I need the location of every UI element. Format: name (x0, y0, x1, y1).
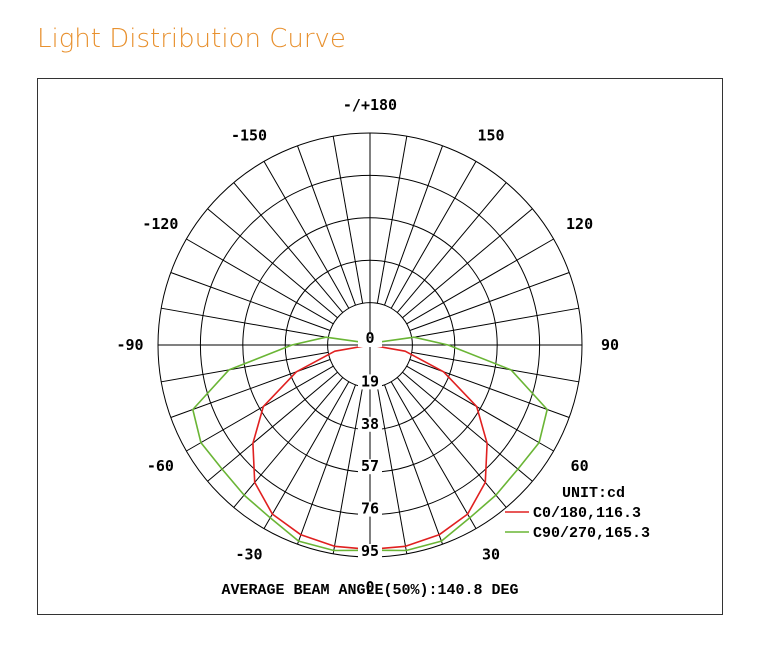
angle-label: -150 (231, 126, 267, 144)
grid-spoke (384, 145, 443, 306)
grid-spoke (406, 238, 554, 325)
radial-label-bg (358, 374, 382, 390)
grid-spoke (186, 365, 334, 452)
radial-label-bg (358, 416, 382, 432)
angle-label: 90 (601, 336, 619, 354)
angle-label: 30 (482, 546, 500, 564)
angle-label: -/+180 (343, 96, 397, 114)
grid-spoke (390, 161, 477, 309)
grid-spoke (233, 377, 344, 508)
grid-spoke (332, 136, 364, 304)
grid-spoke (170, 272, 331, 331)
grid-spoke (207, 208, 338, 319)
grid-spoke (411, 351, 579, 383)
grid-spoke (170, 359, 331, 418)
radial-tick-label: 76 (361, 500, 379, 518)
chart-frame (37, 78, 723, 615)
page-title: Light Distribution Curve (37, 24, 346, 54)
grid-spoke (406, 365, 554, 452)
radial-tick-label: 0 (365, 329, 374, 347)
radial-label-bg (358, 332, 382, 347)
label-layer: -/+180 150 -150 120 -120 90 -90 60 -60 30 -30 0 0 19 3… (116, 96, 619, 596)
radial-tick-label: 38 (361, 415, 379, 433)
angle-label: 120 (566, 215, 593, 233)
grid-spoke (263, 381, 350, 529)
grid-spoke (402, 208, 533, 319)
grid-spoke (402, 371, 533, 482)
radial-tick-label: 95 (361, 542, 379, 560)
grid-spoke (409, 272, 570, 331)
radial-tick-label: 57 (361, 457, 379, 475)
grid-spoke (161, 351, 329, 383)
grid-spoke (411, 307, 579, 339)
grid-spoke (396, 377, 507, 508)
grid-spoke (390, 381, 477, 529)
angle-label: -120 (142, 215, 178, 233)
beam-angle-footer: AVERAGE BEAM ANGLE(50%):140.8 DEG (221, 582, 518, 599)
grid-spoke (376, 136, 408, 304)
grid-spoke (297, 145, 356, 306)
legend-entry: C0/180,116.3 (533, 505, 641, 522)
grid-spoke (376, 386, 408, 554)
unit-label: UNIT:cd (562, 485, 625, 502)
grid-spoke (297, 384, 356, 545)
legend-entry: C90/270,165.3 (533, 525, 650, 542)
radial-label-bg (358, 501, 382, 517)
angle-label: -30 (235, 546, 262, 564)
grid-spoke (396, 182, 507, 313)
radial-label-bg (358, 544, 382, 559)
angle-label: 150 (477, 126, 504, 144)
grid-spoke (332, 386, 364, 554)
grid-spoke (233, 182, 344, 313)
radial-tick-label: 19 (361, 372, 379, 390)
grid-spoke (263, 161, 350, 309)
radial-label-bg (358, 459, 382, 475)
grid-spoke (409, 359, 570, 418)
angle-label: -90 (116, 336, 143, 354)
angle-label: 60 (571, 457, 589, 475)
grid-spoke (186, 238, 334, 325)
grid-spoke (207, 371, 338, 482)
angle-label: -60 (147, 457, 174, 475)
angle-label: 0 (365, 578, 374, 596)
grid-spoke (161, 307, 329, 339)
grid-spoke (384, 384, 443, 545)
legend: UNIT:cd C0/180,116.3 C90/270,165.3 (505, 485, 650, 542)
